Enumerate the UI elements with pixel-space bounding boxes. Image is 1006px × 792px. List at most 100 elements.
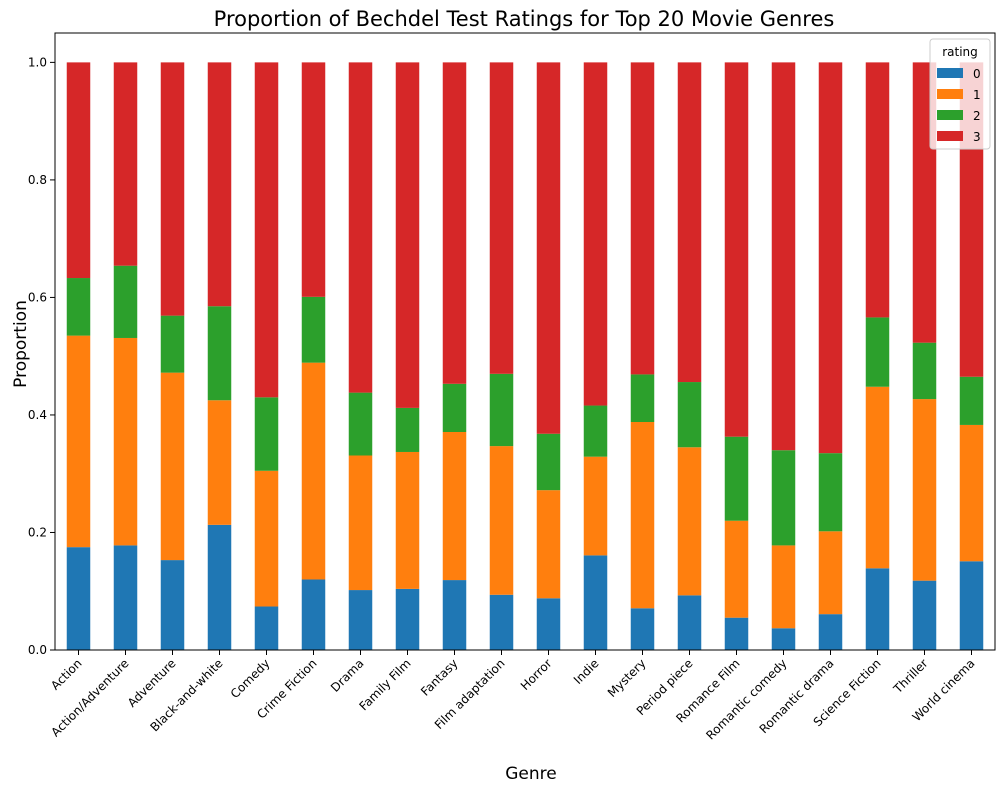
bar-segment: [630, 62, 655, 375]
x-tick-label: Action: [48, 656, 84, 692]
bar-segment: [301, 579, 326, 650]
bar-segment: [254, 397, 279, 471]
bar-segment: [583, 555, 608, 650]
x-tick-label: Indie: [571, 656, 602, 687]
bar-segment: [113, 62, 138, 266]
legend-swatch: [937, 68, 963, 78]
bar-segment: [442, 62, 467, 384]
legend-label: 2: [973, 109, 981, 123]
bar-segment: [395, 62, 420, 408]
bar-segment: [536, 62, 561, 434]
bar-segment: [160, 315, 185, 373]
bar-segment: [66, 278, 91, 336]
bar-segment: [301, 296, 326, 363]
x-tick-label: Comedy: [228, 656, 273, 701]
bar-segment: [771, 450, 796, 546]
plot-frame: [54, 32, 996, 651]
bar-segment: [395, 407, 420, 452]
bar-segment: [207, 524, 232, 650]
bar-segment: [442, 431, 467, 581]
bar-segment: [818, 531, 843, 615]
y-axis-label: Proportion: [11, 300, 31, 388]
bar-segment: [442, 580, 467, 650]
bar-segment: [677, 382, 702, 448]
legend-swatch: [937, 131, 963, 141]
y-tick-label: 0.8: [28, 173, 47, 187]
bar-segment: [724, 62, 749, 437]
legend-label: 3: [973, 130, 981, 144]
bar-segment: [583, 62, 608, 406]
bar-segment: [630, 374, 655, 423]
bar-segment: [771, 628, 796, 650]
bar-segment: [113, 337, 138, 546]
bar-segment: [113, 545, 138, 650]
bar-segment: [207, 62, 232, 307]
bar-segment: [301, 62, 326, 297]
legend: rating 0 1 2 3: [929, 38, 991, 150]
bar-segment: [160, 560, 185, 650]
bar-segment: [818, 62, 843, 454]
bar-segment: [959, 376, 984, 425]
bar-segment: [865, 317, 890, 387]
bar-segment: [489, 446, 514, 595]
x-tick-label: Horror: [518, 656, 555, 693]
bar-segment: [959, 424, 984, 562]
bar-segment: [395, 588, 420, 650]
bar-segment: [583, 405, 608, 457]
y-tick-label: 0.2: [28, 525, 47, 539]
legend-swatch: [937, 110, 963, 120]
x-tick-label: Fantasy: [418, 656, 461, 699]
bar-segment: [771, 545, 796, 629]
bar-segment: [677, 62, 702, 383]
bar-segment: [113, 265, 138, 338]
bar-segment: [912, 342, 937, 400]
legend-label: 0: [973, 67, 981, 81]
bar-segment: [536, 433, 561, 491]
x-tick-label: Thriller: [890, 656, 930, 696]
bar-segment: [865, 568, 890, 650]
bar-segment: [583, 456, 608, 556]
bar-segment: [489, 594, 514, 650]
bar-segment: [818, 614, 843, 650]
bar-segment: [630, 608, 655, 650]
bar-segment: [207, 400, 232, 525]
bar-segment: [160, 62, 185, 316]
bar-segment: [66, 62, 91, 279]
bar-segment: [489, 62, 514, 374]
bar-segment: [536, 490, 561, 599]
legend-swatch: [937, 89, 963, 99]
bar-layer: [66, 62, 984, 650]
bar-segment: [677, 595, 702, 650]
bar-segment: [912, 580, 937, 650]
bar-segment: [348, 590, 373, 650]
bar-segment: [348, 62, 373, 393]
bar-segment: [912, 399, 937, 581]
bar-segment: [301, 362, 326, 580]
bar-segment: [254, 62, 279, 398]
x-tick-label: Drama: [328, 656, 367, 695]
x-tick-label: Mystery: [605, 656, 649, 700]
y-tick-label: 0.4: [28, 408, 47, 422]
bar-segment: [489, 373, 514, 447]
bar-segment: [677, 447, 702, 596]
y-tick-label: 0.6: [28, 290, 47, 304]
bar-segment: [865, 62, 890, 318]
bar-segment: [207, 306, 232, 401]
bar-segment: [254, 470, 279, 607]
legend-title: rating: [942, 45, 978, 59]
legend-label: 1: [973, 88, 981, 102]
bar-segment: [66, 335, 91, 548]
bar-segment: [724, 617, 749, 650]
bar-segment: [959, 561, 984, 650]
bar-segment: [442, 383, 467, 432]
bar-segment: [865, 386, 890, 569]
bar-segment: [536, 598, 561, 650]
bar-segment: [724, 436, 749, 521]
bar-segment: [724, 520, 749, 618]
x-tick-label: Romantic comedy: [703, 656, 789, 742]
bar-segment: [771, 62, 796, 451]
bar-segment: [818, 453, 843, 532]
y-tick-label: 0.0: [28, 643, 47, 657]
x-axis-label: Genre: [505, 764, 556, 784]
